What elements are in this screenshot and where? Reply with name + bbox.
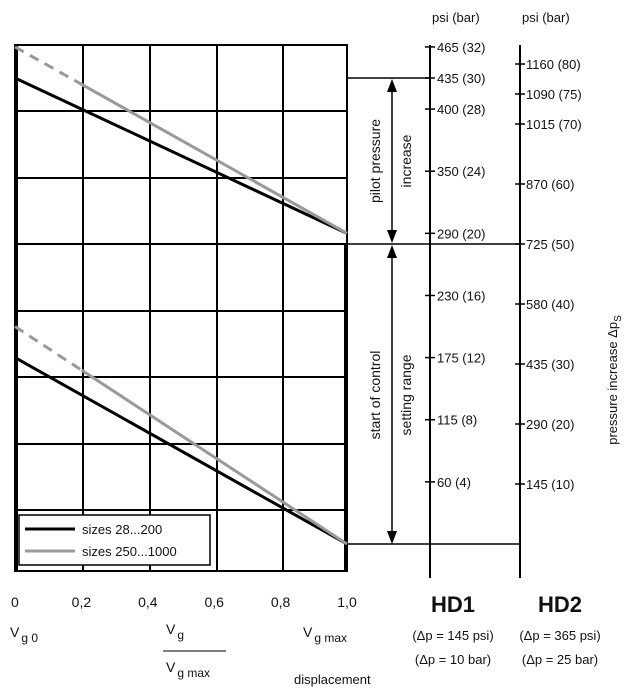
annotation-start-2: setting range xyxy=(398,354,414,435)
annotation-start: start of control xyxy=(367,351,383,440)
legend-label-0: sizes 28...200 xyxy=(82,522,162,537)
x-tick-1: 0,2 xyxy=(72,594,92,610)
series-layer xyxy=(14,45,348,546)
series-line-1 xyxy=(14,356,348,546)
hd1-note1: (Δp = 145 psi) xyxy=(412,628,493,643)
hd2-tick-label-0: 1160 (80) xyxy=(526,57,581,72)
x-tick-2: 0,4 xyxy=(138,594,158,610)
ylabel-sub: S xyxy=(613,315,624,322)
start-line1: start of control xyxy=(367,351,383,440)
annotation-arrows xyxy=(387,79,397,544)
hd1-tick-label-7: 115 (8) xyxy=(437,413,477,428)
x-tick-4: 0,8 xyxy=(271,594,291,610)
legend-label-1: sizes 250...1000 xyxy=(82,544,177,559)
series-line-2 xyxy=(80,82,348,235)
series-line-0 xyxy=(14,76,348,235)
ylabel-text: pressure increase Δp xyxy=(605,322,620,445)
legend: sizes 28...200 sizes 250...1000 xyxy=(18,514,211,566)
hd1-note2: (Δp = 10 bar) xyxy=(415,652,491,667)
x-tick-0: 0 xyxy=(11,594,19,610)
hd1-ticks: 465 (32) 435 (30) 400 (28) 350 (24) 290 (20)… xyxy=(425,40,485,490)
hd2-axis: psi (bar) 1160 (80) 1090 (75) 1015 (70) 870… xyxy=(515,10,582,578)
series-line-2-dashed xyxy=(14,45,83,86)
hd1-header: psi (bar) xyxy=(432,10,480,25)
hd1-tick-label-1: 435 (30) xyxy=(437,71,485,86)
hd-titles: HD1 (Δp = 145 psi) (Δp = 10 bar) HD2 (Δp… xyxy=(412,592,600,667)
hd1-title: HD1 xyxy=(431,592,475,617)
hd2-note2: (Δp = 25 bar) xyxy=(522,652,598,667)
hd1-tick-label-4: 290 (20) xyxy=(437,226,485,241)
hd1-tick-label-6: 175 (12) xyxy=(437,351,485,366)
hd2-header: psi (bar) xyxy=(522,10,570,25)
hd2-tick-label-3: 870 (60) xyxy=(526,177,574,192)
hd2-tick-label-7: 290 (20) xyxy=(526,417,574,432)
hd2-tick-label-1: 1090 (75) xyxy=(526,87,582,102)
hd1-tick-label-5: 230 (16) xyxy=(437,288,485,303)
hd2-tick-label-4: 725 (50) xyxy=(526,237,574,252)
boundary-lines xyxy=(14,45,348,571)
start-line2: setting range xyxy=(398,354,414,435)
svg-text:pressure increase ΔpS: pressure increase ΔpS xyxy=(605,315,624,445)
x-tick-3: 0,6 xyxy=(204,594,224,610)
hd2-tick-label-8: 145 (10) xyxy=(526,477,574,492)
pilot-line1: pilot pressure xyxy=(367,119,383,203)
displacement-caption: displacement xyxy=(294,672,371,687)
hd1-tick-label-8: 60 (4) xyxy=(437,475,471,490)
hd2-ticks: 1160 (80) 1090 (75) 1015 (70) 870 (60) 725 (… xyxy=(515,57,582,492)
plot-grid xyxy=(14,44,520,572)
hd2-tick-label-2: 1015 (70) xyxy=(526,117,582,132)
hd2-tick-label-6: 435 (30) xyxy=(526,357,574,372)
annotation-pilot-2: increase xyxy=(398,134,414,187)
x-tick-5: 1,0 xyxy=(337,594,357,610)
pilot-line2: increase xyxy=(398,134,414,187)
series-line-3 xyxy=(80,368,348,546)
hd2-tick-label-5: 580 (40) xyxy=(526,297,574,312)
series-line-3-dashed xyxy=(14,325,83,372)
y-axis-label: pressure increase ΔpS xyxy=(605,315,624,445)
x-tick-labels: 0 0,2 0,4 0,6 0,8 1,0 xyxy=(11,594,357,610)
hd1-tick-label-0: 465 (32) xyxy=(437,40,485,55)
hd2-title: HD2 xyxy=(538,592,582,617)
hd1-axis: psi (bar) 465 (32) 435 (30) 400 (28) 350 (2… xyxy=(425,10,485,578)
hd1-tick-label-3: 350 (24) xyxy=(437,164,485,179)
hd1-tick-label-2: 400 (28) xyxy=(437,102,485,117)
annotation-pilot: pilot pressure xyxy=(367,119,383,203)
hd2-note1: (Δp = 365 psi) xyxy=(519,628,600,643)
